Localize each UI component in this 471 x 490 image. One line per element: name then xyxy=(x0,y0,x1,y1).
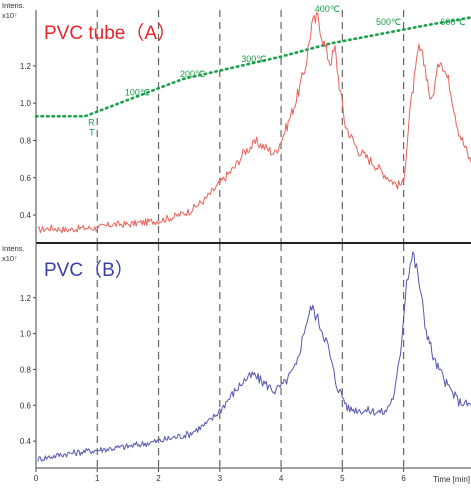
y-tick-label: 0.4 xyxy=(20,437,32,446)
y-tick-label: 0.8 xyxy=(20,136,32,145)
temperature-label: T xyxy=(89,127,95,137)
y-tick-label: 0.6 xyxy=(20,174,32,183)
x-tick-label: 3 xyxy=(218,474,223,483)
panel-a-ylabel: Intens. xyxy=(2,1,25,10)
temperature-label: 200℃ xyxy=(180,69,205,79)
panel-a-grid xyxy=(96,10,405,243)
panel-a-yscale-label: x10⁷ xyxy=(2,11,17,20)
y-tick-label: 1.2 xyxy=(20,294,32,303)
y-tick-label: 0.6 xyxy=(20,401,32,410)
panel-a-y-ticks: 0.4 0.6 0.8 1.0 1.2 xyxy=(20,62,36,220)
temperature-line xyxy=(34,16,471,118)
panel-a: Intens. x10⁷ 0.4 0.6 0.8 1.0 1.2 RT 100℃ 200℃ 3… xyxy=(2,1,471,243)
temperature-label: 600℃ xyxy=(440,17,465,27)
panel-b-yscale-label: x10⁷ xyxy=(2,254,17,263)
x-tick-label: 6 xyxy=(401,474,406,483)
panel-b: Intens. x10⁷ 0.4 0.6 0.8 1.0 1.2 0 1 2 3 4 5 6 PVC… xyxy=(2,244,471,484)
temperature-label: R xyxy=(88,117,95,127)
temperature-label: 400℃ xyxy=(315,4,340,14)
signal-line xyxy=(37,12,471,234)
y-tick-label: 0.8 xyxy=(20,365,32,374)
y-tick-label: 1.0 xyxy=(20,330,32,339)
panel-b-y-ticks: 0.4 0.6 0.8 1.0 1.2 xyxy=(20,294,36,446)
x-tick-label: 1 xyxy=(95,474,100,483)
x-tick-label: 2 xyxy=(156,474,161,483)
y-tick-label: 0.4 xyxy=(20,211,32,220)
panel-b-grid xyxy=(96,244,405,468)
x-tick-label: 0 xyxy=(34,474,39,483)
temperature-label: 300℃ xyxy=(241,54,266,64)
panel-b-x-ticks: 0 1 2 3 4 5 6 xyxy=(34,468,406,483)
x-tick-label: 4 xyxy=(279,474,284,483)
panel-a-signal xyxy=(37,12,471,234)
panel-b-ylabel: Intens. xyxy=(2,244,25,253)
panel-b-signal xyxy=(37,251,471,462)
panel-b-title: PVC（B） xyxy=(44,259,134,281)
temperature-label: 500℃ xyxy=(376,17,401,27)
y-tick-label: 1.2 xyxy=(20,62,32,71)
panel-a-title: PVC tube（A） xyxy=(44,22,176,44)
x-axis-label: Time [min] xyxy=(433,475,470,484)
panel-a-temperature: RT 100℃ 200℃ 300℃ 400℃ 500℃ 600℃ xyxy=(34,4,471,137)
y-tick-label: 1.0 xyxy=(20,99,32,108)
signal-line xyxy=(37,251,471,462)
temperature-label: 100℃ xyxy=(125,88,150,98)
x-tick-label: 5 xyxy=(340,474,345,483)
